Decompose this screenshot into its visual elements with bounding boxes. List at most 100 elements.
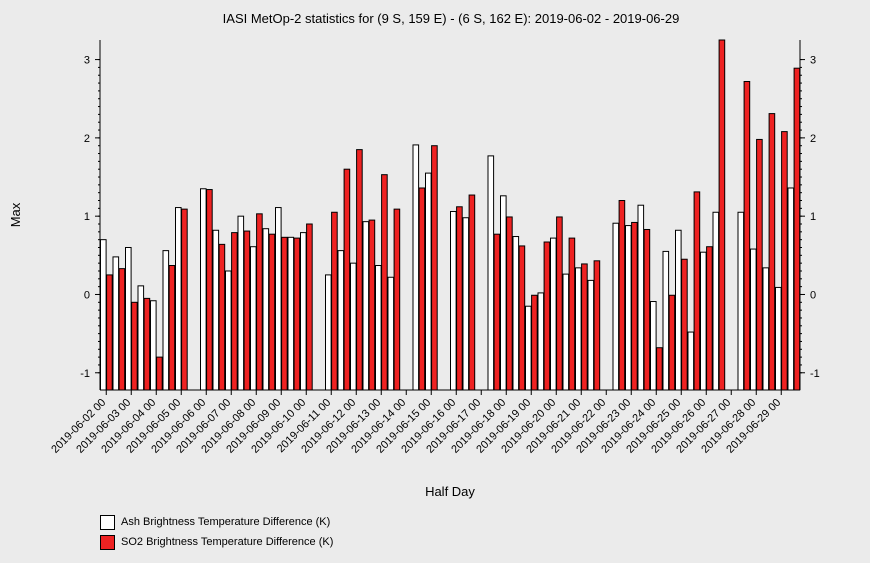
bar-s0-25: [412, 144, 420, 391]
bar-s1-26: [431, 145, 438, 391]
bar-s1-51: [743, 80, 751, 391]
bar-s1-33: [518, 245, 526, 391]
bar-s0-43: [637, 204, 645, 391]
bar-s0-41: [612, 222, 620, 391]
bar-s1-53: [768, 113, 776, 391]
axes: [95, 40, 805, 395]
y-axis-label: Max: [8, 202, 23, 227]
y-tick-labels: -1 -1 0 0 1 1 2 2 3 3: [80, 55, 820, 380]
bar-s0-45: [662, 250, 670, 391]
bar-s1-35: [543, 241, 551, 391]
bar-s0-38: [575, 267, 582, 391]
legend-label-ash: Ash Brightness Temperature Difference (K…: [121, 516, 331, 528]
bars: [100, 39, 801, 391]
bar-s0-18: [325, 274, 332, 391]
y-tick-label-right-4: 3: [810, 55, 816, 67]
bar-s1-42: [631, 221, 638, 391]
bar-s0-29: [462, 217, 470, 391]
y-tick-label-left-1: 0: [84, 289, 90, 301]
bar-s0-48: [700, 251, 707, 391]
bar-s1-37: [568, 237, 576, 391]
bar-s0-15: [287, 236, 295, 391]
bar-s1-55: [793, 67, 801, 391]
bar-s0-12: [250, 246, 257, 391]
bar-s0-13: [262, 228, 270, 391]
y-tick-label-left-4: 3: [84, 55, 90, 67]
bar-s1-31: [493, 233, 501, 391]
bar-s0-26: [425, 172, 432, 391]
bar-s1-39: [593, 260, 601, 391]
bar-s1-54: [781, 131, 788, 391]
bar-s1-29: [468, 194, 476, 391]
bar-s0-14: [275, 207, 282, 391]
bar-s0-44: [650, 301, 657, 391]
bar-s1-25: [418, 187, 426, 391]
bar-s1-2: [131, 301, 138, 391]
legend-swatch-so2: [100, 534, 115, 550]
bar-s0-1: [112, 256, 120, 391]
bar-s1-8: [206, 189, 213, 391]
bar-s1-14: [281, 236, 288, 391]
bar-s1-13: [268, 233, 276, 391]
bar-s1-22: [381, 174, 388, 391]
bar-s1-21: [368, 219, 376, 391]
y-tick-label-right-2: 1: [810, 211, 816, 223]
bar-s0-55: [787, 187, 795, 391]
bar-s1-12: [256, 213, 263, 391]
bar-s0-28: [450, 210, 457, 391]
bar-s0-3: [137, 285, 145, 391]
bar-s0-4: [150, 300, 157, 391]
bar-s0-54: [775, 286, 782, 391]
bar-s0-51: [737, 211, 745, 391]
legend-swatch-ash: [100, 514, 115, 530]
bar-s0-31: [487, 155, 495, 391]
bar-s1-9: [218, 243, 226, 391]
bar-s1-3: [143, 297, 151, 391]
legend: Ash Brightness Temperature Difference (K…: [100, 512, 333, 552]
bar-s0-53: [762, 267, 770, 391]
bar-s0-23: [387, 276, 395, 391]
bar-s1-0: [106, 274, 113, 391]
bar-s1-34: [531, 294, 538, 391]
bar-s1-1: [118, 268, 126, 391]
y-tick-label-right-1: 0: [810, 289, 816, 301]
bar-s1-32: [506, 216, 513, 391]
bar-s0-32: [500, 195, 507, 391]
bar-s0-33: [512, 236, 520, 391]
bar-s1-46: [681, 258, 688, 391]
bar-s0-19: [337, 250, 345, 391]
bar-s0-52: [750, 248, 757, 391]
x-axis-label: Half Day: [425, 484, 475, 499]
bar-s0-9: [212, 229, 220, 391]
y-tick-label-left-2: 1: [84, 211, 90, 223]
bar-s1-45: [668, 294, 676, 391]
bar-s1-41: [618, 200, 626, 391]
bar-s1-6: [181, 208, 188, 391]
bar-s1-19: [343, 168, 351, 391]
bar-s0-46: [675, 229, 682, 391]
bar-s0-16: [300, 232, 307, 391]
bar-s0-6: [175, 207, 182, 391]
bar-s0-37: [562, 273, 570, 391]
bar-s1-36: [556, 216, 563, 391]
bar-s0-11: [237, 215, 245, 391]
bar-s0-39: [587, 279, 595, 391]
bar-s1-5: [168, 265, 176, 391]
bar-s1-16: [306, 223, 313, 391]
bar-s1-23: [393, 208, 401, 391]
bar-s1-43: [643, 228, 651, 391]
bar-s0-49: [712, 211, 720, 391]
bar-s0-20: [350, 262, 357, 391]
bar-s0-22: [375, 265, 382, 391]
bar-s0-0: [100, 239, 107, 391]
bar-s1-10: [231, 232, 238, 391]
bar-s0-34: [525, 305, 532, 391]
bar-s0-42: [625, 225, 632, 391]
bar-s1-11: [243, 230, 251, 391]
bar-s1-15: [293, 237, 301, 391]
legend-item-ash: Ash Brightness Temperature Difference (K…: [100, 512, 333, 532]
bar-s1-47: [693, 191, 701, 391]
y-tick-label-left-0: -1: [80, 368, 90, 380]
